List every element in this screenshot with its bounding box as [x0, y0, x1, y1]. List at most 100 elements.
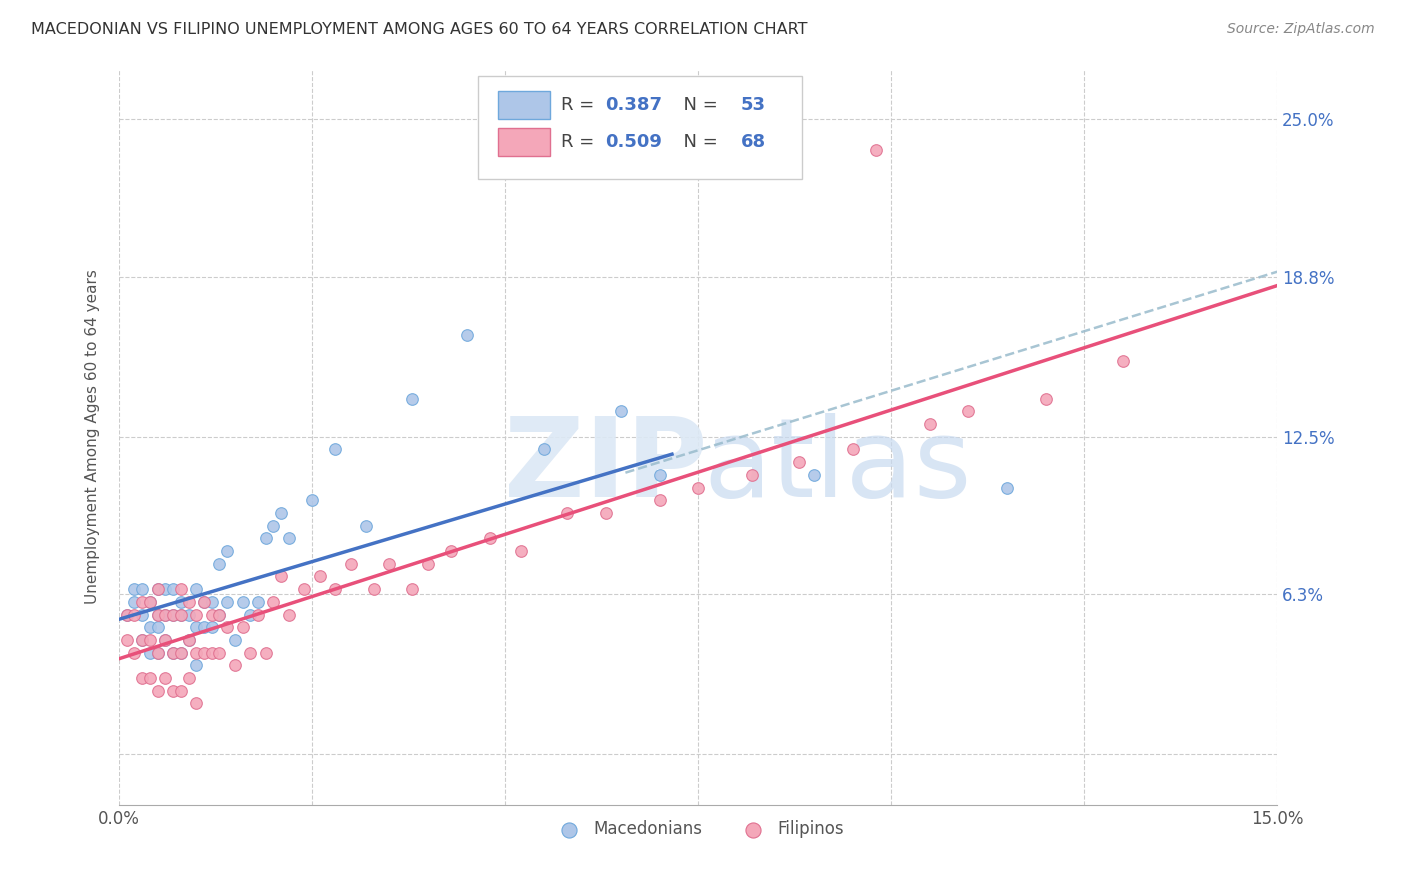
Point: [217, 620, 239, 634]
FancyBboxPatch shape: [478, 76, 803, 179]
Point: [401, 392, 423, 406]
Point: [957, 404, 980, 418]
Point: [170, 595, 193, 609]
Point: [533, 442, 555, 457]
Point: [146, 607, 169, 622]
Point: [224, 632, 246, 647]
Point: [186, 582, 208, 596]
Point: [254, 532, 277, 546]
Point: [263, 595, 285, 609]
Text: 53: 53: [741, 96, 766, 114]
Point: [247, 607, 270, 622]
Point: [277, 532, 299, 546]
Point: [201, 595, 224, 609]
Point: [401, 582, 423, 596]
Point: [146, 646, 169, 660]
Point: [124, 595, 146, 609]
Point: [155, 582, 177, 596]
Point: [1035, 392, 1057, 406]
Point: [301, 493, 323, 508]
Text: atlas: atlas: [703, 413, 972, 520]
Point: [170, 683, 193, 698]
Text: N =: N =: [672, 133, 723, 151]
Point: [354, 518, 377, 533]
Text: ZIP: ZIP: [503, 413, 707, 520]
Point: [162, 582, 184, 596]
Point: [688, 481, 710, 495]
Point: [162, 683, 184, 698]
Point: [139, 646, 162, 660]
Point: [208, 607, 231, 622]
Point: [456, 328, 478, 343]
Point: [124, 582, 146, 596]
Point: [292, 582, 315, 596]
Point: [224, 658, 246, 673]
Point: [232, 620, 254, 634]
Point: [995, 481, 1018, 495]
Point: [208, 607, 231, 622]
Point: [610, 404, 633, 418]
Point: [139, 595, 162, 609]
Point: [131, 582, 153, 596]
Point: [162, 646, 184, 660]
Point: [131, 632, 153, 647]
Point: [146, 683, 169, 698]
Point: [155, 607, 177, 622]
Point: [918, 417, 941, 431]
Point: [308, 569, 330, 583]
Point: [155, 671, 177, 685]
Point: [201, 607, 224, 622]
Y-axis label: Unemployment Among Ages 60 to 64 years: Unemployment Among Ages 60 to 64 years: [86, 269, 100, 604]
Point: [1112, 353, 1135, 368]
Point: [115, 607, 138, 622]
Point: [177, 632, 200, 647]
Point: [146, 582, 169, 596]
Point: [865, 143, 887, 157]
Point: [193, 595, 215, 609]
Point: [270, 506, 292, 520]
Point: [115, 607, 138, 622]
Point: [177, 671, 200, 685]
Text: R =: R =: [561, 133, 600, 151]
FancyBboxPatch shape: [498, 91, 550, 120]
Point: [186, 607, 208, 622]
Point: [131, 595, 153, 609]
Point: [124, 607, 146, 622]
Point: [139, 632, 162, 647]
Point: [263, 518, 285, 533]
Point: [115, 632, 138, 647]
Point: [378, 557, 401, 571]
Point: [155, 607, 177, 622]
Point: [787, 455, 810, 469]
Point: [131, 632, 153, 647]
Point: [277, 607, 299, 622]
Point: [217, 544, 239, 558]
Text: Source: ZipAtlas.com: Source: ZipAtlas.com: [1227, 22, 1375, 37]
Point: [555, 506, 578, 520]
Point: [177, 632, 200, 647]
Point: [170, 607, 193, 622]
Point: [193, 620, 215, 634]
Point: [509, 544, 531, 558]
Text: R =: R =: [561, 96, 600, 114]
Point: [648, 467, 671, 482]
Point: [239, 646, 262, 660]
Point: [146, 607, 169, 622]
Point: [139, 620, 162, 634]
Point: [803, 467, 825, 482]
Point: [146, 646, 169, 660]
Point: [363, 582, 385, 596]
Point: [131, 671, 153, 685]
Point: [323, 582, 346, 596]
Point: [139, 595, 162, 609]
Point: [146, 582, 169, 596]
Point: [270, 569, 292, 583]
Point: [741, 467, 763, 482]
Point: [232, 595, 254, 609]
Point: [186, 620, 208, 634]
Point: [208, 557, 231, 571]
Point: [339, 557, 361, 571]
Point: [124, 646, 146, 660]
Point: [162, 607, 184, 622]
Point: [162, 646, 184, 660]
